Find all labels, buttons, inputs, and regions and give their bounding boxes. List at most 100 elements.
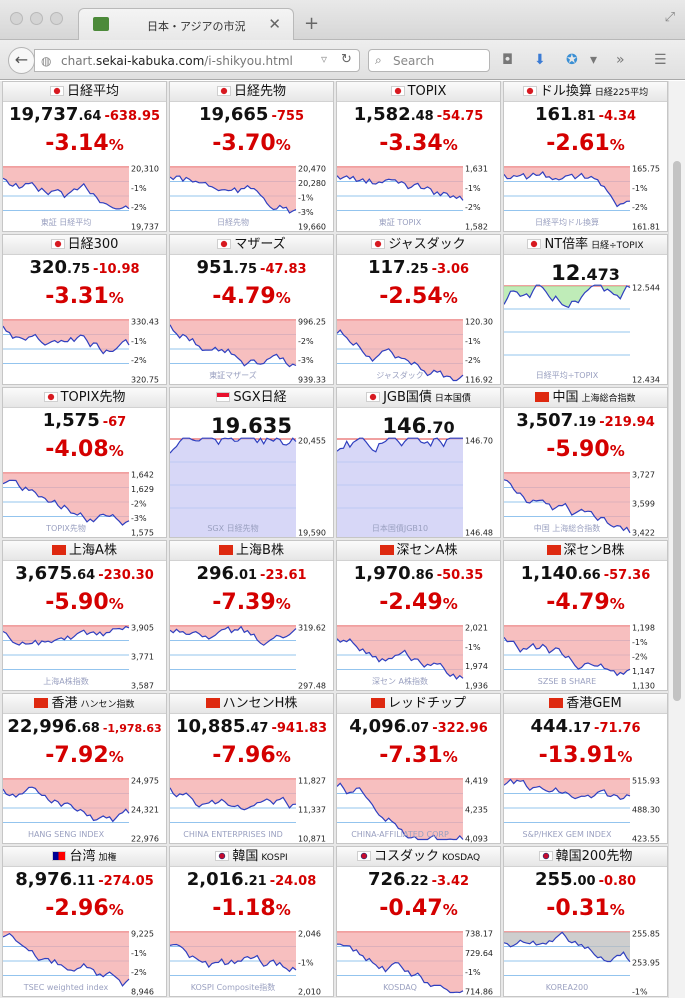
intraday-chart[interactable]: 東証 日経平均 20,310 -1% -2% 19,737 [3, 161, 166, 231]
percent-change: -4.08 [45, 437, 109, 462]
market-card[interactable]: SGX日経 19,635 SGX 日経先物 20,455 19,590 [169, 387, 334, 538]
intraday-chart[interactable]: 深セン A株指数 2,021 -1% 1,974 1,936 [337, 620, 500, 690]
intraday-chart[interactable]: SGX 日経先物 20,455 19,590 [170, 433, 333, 537]
intraday-chart[interactable]: 日経先物 20,470 20,280 -1% -3% 19,660 [170, 161, 333, 231]
market-card[interactable]: コスダック KOSDAQ 726.22 -3.42 -0.47% KOSDAQ 738.17… [336, 846, 501, 997]
market-title[interactable]: SGX日経 [170, 388, 333, 408]
close-tab-icon[interactable]: ✕ [268, 15, 281, 33]
market-card[interactable]: 深センB株 1,140.66 -57.36 -4.79% SZSE B SHARE 1,1… [503, 540, 668, 691]
market-title[interactable]: 台湾 加権 [3, 847, 166, 867]
scrollbar[interactable] [668, 81, 685, 998]
intraday-chart[interactable]: HANG SENG INDEX 24,975 24,321 22,976 [3, 773, 166, 843]
market-card[interactable]: 台湾 加権 8,976.11 -274.05 -2.96% TSEC weighted i… [2, 846, 167, 997]
intraday-chart[interactable]: 日経平均÷TOPIX 12.544 12.434 [504, 280, 667, 384]
url-bar[interactable]: ◍ chart.sekai-kabuka.com/i-shikyou.html … [34, 49, 360, 72]
market-card[interactable]: 韓国200先物 255.00 -0.80 -0.31% KOREA200 255.85 25… [503, 846, 668, 997]
market-title[interactable]: TOPIX [337, 82, 500, 102]
intraday-chart[interactable]: 330.43 -1% -2% 320.75 [3, 314, 166, 384]
percent-row: -2.61% [504, 128, 667, 162]
market-card[interactable]: 日経300 320.75 -10.98 -3.31% 330.43 -1% -2% 320.7… [2, 234, 167, 385]
market-card[interactable]: 上海B株 296.01 -23.61 -7.39% 319.62 297.48 [169, 540, 334, 691]
market-title[interactable]: 深センB株 [504, 541, 667, 561]
market-title[interactable]: NT倍率 日経÷TOPIX [504, 235, 667, 255]
intraday-chart[interactable]: 日本国債JGB10 146.70 146.48 [337, 433, 500, 537]
market-title[interactable]: コスダック KOSDAQ [337, 847, 500, 867]
market-card[interactable]: 上海A株 3,675.64 -230.30 -5.90% 上海A株指数 3,905 3,77… [2, 540, 167, 691]
intraday-chart[interactable]: ジャスダック 120.30 -1% -2% 116.92 [337, 314, 500, 384]
axis-tick-label: 19,660 [298, 223, 326, 232]
percent-sign: % [609, 595, 625, 613]
intraday-chart[interactable]: 319.62 297.48 [170, 620, 333, 690]
scroll-thumb[interactable] [673, 161, 681, 701]
market-title[interactable]: 上海A株 [3, 541, 166, 561]
intraday-chart[interactable]: KOSPI Composite指数 2,046 -1% 2,010 [170, 926, 333, 996]
zoom-window-button[interactable] [50, 12, 63, 25]
market-card[interactable]: 深センA株 1,970.86 -50.35 -2.49% 深セン A株指数 2,021 -1… [336, 540, 501, 691]
minimize-window-button[interactable] [30, 12, 43, 25]
intraday-chart[interactable]: 東証 TOPIX 1,631 -1% -2% 1,582 [337, 161, 500, 231]
browser-tab[interactable]: 日本・アジアの市況 ✕ [78, 8, 294, 40]
market-subtitle: 日本国債 [434, 394, 471, 404]
market-title[interactable]: 深センA株 [337, 541, 500, 561]
market-title[interactable]: レッドチップ [337, 694, 500, 714]
overflow-icon[interactable]: » [616, 52, 625, 68]
market-card[interactable]: 韓国 KOSPI 2,016.21 -24.08 -1.18% KOSPI Composi… [169, 846, 334, 997]
market-title[interactable]: 日経平均 [3, 82, 166, 102]
market-card[interactable]: 香港 ハンセン指数 22,996.68 -1,978.63 -7.92% HANG SEN… [2, 693, 167, 844]
market-title[interactable]: 日経300 [3, 235, 166, 255]
intraday-chart[interactable]: 上海A株指数 3,905 3,771 3,587 [3, 620, 166, 690]
market-title[interactable]: JGB国債 日本国債 [337, 388, 500, 408]
intraday-chart[interactable]: TOPIX先物 1,642 1,629 -2% -3% 1,575 [3, 467, 166, 537]
market-card[interactable]: 日経平均 19,737.64 -638.95 -3.14% 東証 日経平均 20,310-… [2, 81, 167, 232]
market-card[interactable]: 中国 上海総合指数 3,507.19 -219.94 -5.90% 中国 上海総合指数 3,… [503, 387, 668, 538]
market-title[interactable]: 上海B株 [170, 541, 333, 561]
intraday-chart[interactable]: SZSE B SHARE 1,198 -1% -2% 1,147 1,130 [504, 620, 667, 690]
market-title[interactable]: 香港 ハンセン指数 [3, 694, 166, 714]
market-title[interactable]: 韓国200先物 [504, 847, 667, 867]
market-card[interactable]: ハンセンH株 10,885.47 -941.83 -7.96% CHINA ENTERP… [169, 693, 334, 844]
market-card[interactable]: NT倍率 日経÷TOPIX 12.473 日経平均÷TOPIX 12.544 12.434 [503, 234, 668, 385]
market-title[interactable]: TOPIX先物 [3, 388, 166, 408]
market-card[interactable]: TOPIX 1,582.48 -54.75 -3.34% 東証 TOPIX 1,631 -1… [336, 81, 501, 232]
download-icon[interactable]: ⬇ [534, 52, 546, 68]
intraday-chart[interactable]: KOSDAQ 738.17 729.64 -1% 714.86 [337, 926, 500, 996]
intraday-chart[interactable]: TSEC weighted index 9,225 -1% -2% 8,946 [3, 926, 166, 996]
intraday-chart[interactable]: CHINA ENTERPRISES IND 11,827 11,337 10,871 [170, 773, 333, 843]
addon-dropdown-icon[interactable]: ▾ [590, 52, 598, 68]
price-integer: 22,996 [7, 716, 77, 737]
intraday-chart[interactable]: S&P/HKEX GEM INDEX 515.93 488.30 423.55 [504, 773, 667, 843]
intraday-chart[interactable]: 東証マザーズ 996.25 -2% -3% 939.33 [170, 314, 333, 384]
restore-icon[interactable]: ⤢ [664, 10, 675, 25]
market-card[interactable]: レッドチップ 4,096.07 -322.96 -7.31% CHINA-AFFILIA… [336, 693, 501, 844]
market-card[interactable]: 香港GEM 444.17 -71.76 -13.91% S&P/HKEX GEM IND… [503, 693, 668, 844]
market-title[interactable]: ドル換算 日経225平均 [504, 82, 667, 102]
market-title[interactable]: 日経先物 [170, 82, 333, 102]
market-card[interactable]: ジャスダック 117.25 -3.06 -2.54% ジャスダック 120.30 -1% -2… [336, 234, 501, 385]
market-name: 韓国200先物 [555, 849, 633, 864]
pocket-icon[interactable]: ◘ [502, 52, 514, 68]
url-dropdown-icon[interactable]: ▿ [321, 52, 328, 66]
intraday-chart[interactable]: CHINA-AFFILIATED CORP 4,419 4,235 4,093 [337, 773, 500, 843]
market-card[interactable]: TOPIX先物 1,575 -67 -4.08% TOPIX先物 1,642 1,629 -2… [2, 387, 167, 538]
market-title[interactable]: 韓国 KOSPI [170, 847, 333, 867]
market-title[interactable]: ハンセンH株 [170, 694, 333, 714]
search-input[interactable]: ⌕ Search [368, 49, 490, 72]
reload-icon[interactable]: ↻ [341, 52, 352, 67]
intraday-chart[interactable]: 中国 上海総合指数 3,727 3,599 3,422 [504, 467, 667, 537]
url-text[interactable]: chart.sekai-kabuka.com/i-shikyou.html [61, 54, 293, 68]
intraday-chart[interactable]: KOREA200 255.85 253.95 -1% [504, 926, 667, 996]
back-button[interactable]: ← [8, 47, 35, 74]
market-card[interactable]: 日経先物 19,665 -755 -3.70% 日経先物 20,470 20,280 -1% -… [169, 81, 334, 232]
close-window-button[interactable] [10, 12, 23, 25]
addon-icon[interactable]: ✪ [566, 52, 578, 68]
new-tab-button[interactable]: + [304, 13, 320, 34]
market-card[interactable]: JGB国債 日本国債 146.70 日本国債JGB10 146.70 146.48 [336, 387, 501, 538]
market-card[interactable]: ドル換算 日経225平均 161.81 -4.34 -2.61% 日経平均ドル換算 165.… [503, 81, 668, 232]
market-title[interactable]: 香港GEM [504, 694, 667, 714]
market-title[interactable]: 中国 上海総合指数 [504, 388, 667, 408]
menu-icon[interactable]: ☰ [654, 52, 667, 68]
market-title[interactable]: マザーズ [170, 235, 333, 255]
intraday-chart[interactable]: 日経平均ドル換算 165.75 -1% -2% 161.81 [504, 161, 667, 231]
market-card[interactable]: マザーズ 951.75 -47.83 -4.79% 東証マザーズ 996.25 -2% -3%… [169, 234, 334, 385]
market-title[interactable]: ジャスダック [337, 235, 500, 255]
